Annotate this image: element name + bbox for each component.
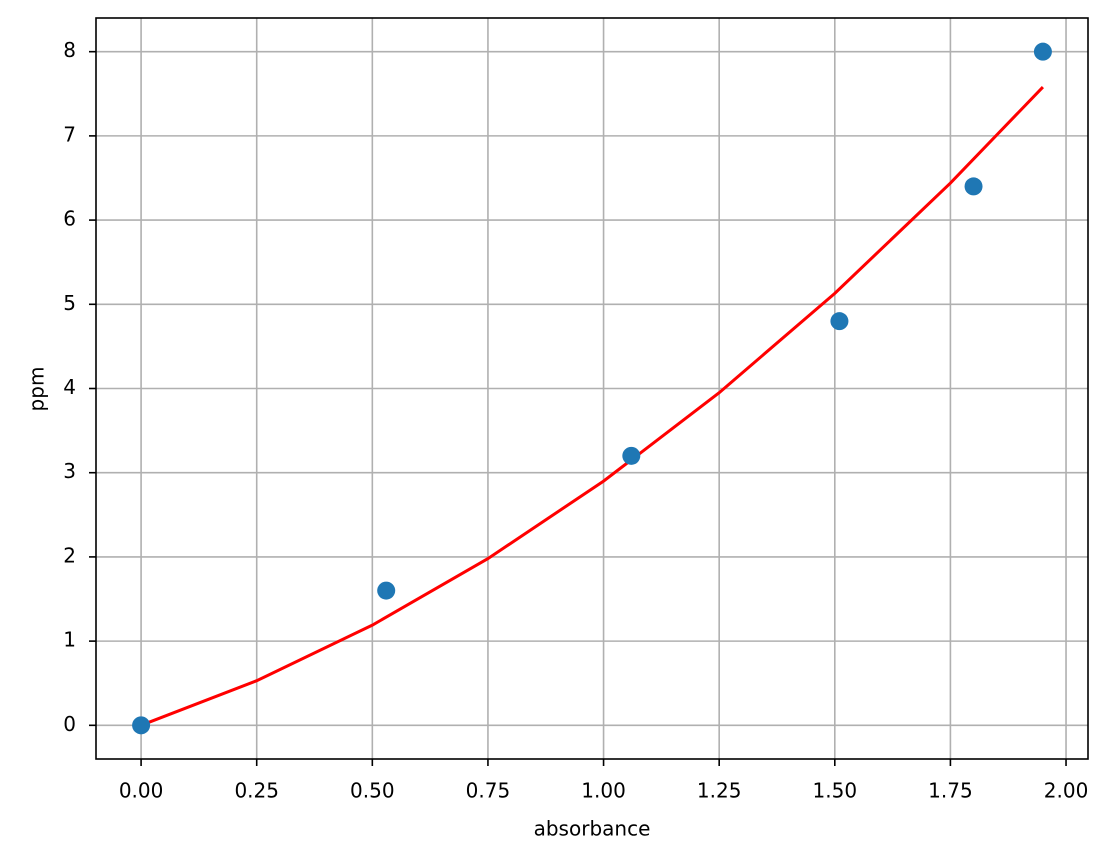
point	[132, 716, 151, 735]
fit-line	[140, 86, 1044, 727]
y-tick-label: 2	[63, 543, 76, 567]
x-tick-label: 1.25	[697, 779, 742, 803]
plot-frame	[95, 17, 1089, 760]
x-tick-label: 0.25	[234, 779, 279, 803]
y-tick-label: 6	[63, 207, 76, 231]
y-tick-label: 1	[63, 628, 76, 652]
point	[377, 581, 396, 600]
y-tick-label: 3	[63, 459, 76, 483]
x-tick-label: 0.50	[350, 779, 395, 803]
x-tick-label: 1.00	[581, 779, 626, 803]
y-tick-label: 8	[63, 38, 76, 62]
point	[622, 446, 641, 465]
point	[830, 312, 849, 331]
y-tick-label: 5	[63, 291, 76, 315]
y-tick-label: 7	[63, 122, 76, 146]
point	[964, 177, 983, 196]
y-axis-label: ppm	[25, 367, 49, 412]
x-tick-label: 1.50	[813, 779, 858, 803]
x-axis-label: absorbance	[534, 817, 651, 841]
x-tick-label: 0.75	[466, 779, 511, 803]
x-tick-label: 0.00	[119, 779, 164, 803]
x-tick-label: 1.75	[928, 779, 973, 803]
x-tick-label: 2.00	[1044, 779, 1089, 803]
point	[1033, 42, 1052, 61]
y-tick-label: 0	[63, 712, 76, 736]
y-tick-label: 4	[63, 375, 76, 399]
